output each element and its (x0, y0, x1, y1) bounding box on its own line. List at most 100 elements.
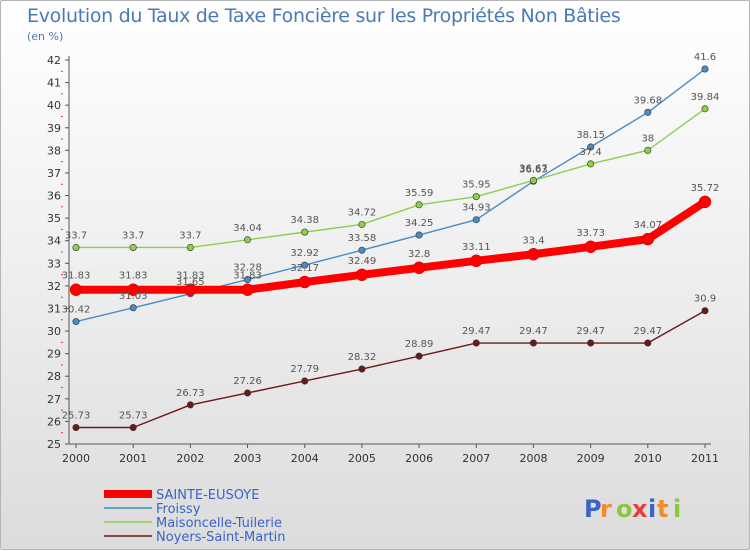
y-tick-label: 27 (47, 393, 61, 406)
data-point (244, 236, 252, 244)
y-tick-label: 35 (47, 212, 61, 225)
data-point (129, 243, 137, 251)
data-point (244, 389, 252, 397)
y-tick-label: 34 (47, 235, 61, 248)
y-tick-label: 41 (47, 77, 61, 90)
x-tick-label: 2009 (577, 452, 605, 465)
data-point (644, 146, 652, 154)
axes: 25 26 27 28 29 30 31 32 33 34 35 36 37 38 39 40 41 42 2000… (47, 54, 719, 465)
data-label: 39.68 (633, 95, 662, 106)
y-tick-label: 33 (47, 257, 61, 270)
data-point (129, 304, 137, 312)
data-point (186, 243, 194, 251)
data-point (701, 105, 709, 113)
logo-letter: t (657, 495, 668, 523)
data-label: 31.83 (233, 271, 262, 282)
legend-label: SAINTE-EUSOYE (156, 488, 259, 503)
logo-letter: i (673, 495, 681, 523)
y-tick-label: 25 (47, 438, 61, 451)
y-tick-label: 40 (47, 99, 61, 112)
data-label: 38.15 (576, 130, 605, 141)
data-label: 29.47 (576, 326, 605, 337)
data-label: 34.07 (633, 220, 662, 231)
y-tick-label: 26 (47, 415, 61, 428)
data-label: 32.17 (290, 263, 319, 274)
data-label: 34.25 (405, 218, 434, 229)
series-lines (69, 65, 712, 432)
legend-label: Maisoncelle-Tuilerie (156, 516, 282, 531)
data-point (472, 339, 480, 347)
data-label: 31.03 (119, 291, 148, 302)
data-point (644, 339, 652, 347)
y-tick-label: 29 (47, 348, 61, 361)
data-label: 27.26 (233, 376, 262, 387)
x-tick-label: 2010 (634, 452, 662, 465)
y-tick-label: 37 (47, 167, 61, 180)
data-label: 32.92 (290, 248, 319, 259)
y-tick-label: 31 (47, 302, 61, 315)
logo-letter: o (616, 495, 633, 523)
data-point (301, 377, 309, 385)
data-label: 30.9 (694, 294, 716, 305)
data-label: 33.7 (122, 230, 144, 241)
data-point (529, 339, 537, 347)
data-point (472, 193, 480, 201)
data-point (126, 283, 140, 296)
data-label: 34.04 (233, 223, 262, 234)
data-label: 25.73 (62, 411, 91, 422)
data-point (184, 283, 197, 296)
x-tick-label: 2008 (519, 452, 547, 465)
logo-letter: r (600, 495, 612, 523)
data-label: 36.63 (519, 164, 548, 175)
data-label: 32.49 (348, 256, 377, 267)
data-point (584, 240, 597, 254)
data-point (298, 275, 311, 289)
data-point (529, 176, 537, 184)
x-tick-label: 2003 (234, 452, 262, 465)
chart-title: Evolution du Taux de Taxe Foncière sur l… (27, 5, 621, 27)
y-tick-label: 42 (47, 54, 61, 67)
data-point (587, 339, 595, 347)
data-point (587, 143, 595, 151)
data-point (472, 216, 480, 224)
data-point (358, 365, 366, 373)
data-point (355, 268, 369, 282)
data-label: 29.47 (462, 326, 491, 337)
data-label: 33.7 (179, 230, 201, 241)
data-point (641, 232, 655, 246)
data-label: 33.4 (522, 235, 544, 246)
legend-label: Noyers-Saint-Martin (156, 530, 286, 545)
y-tick-label: 38 (47, 144, 61, 157)
x-tick-label: 2005 (348, 452, 376, 465)
data-point (241, 283, 254, 296)
data-point (69, 283, 83, 296)
data-label: 36.67 (519, 163, 548, 174)
data-label: 31.83 (176, 271, 205, 282)
data-point (412, 261, 426, 275)
x-tick-label: 2011 (691, 452, 719, 465)
data-label: 33.73 (576, 228, 605, 239)
data-point (470, 254, 483, 268)
data-label: 32.28 (233, 263, 262, 274)
data-label: 29.47 (519, 326, 548, 337)
data-point (415, 201, 423, 209)
data-point (415, 231, 423, 239)
data-labels: 30.42 31.03 31.65 32.28 32.92 33.58 34.25 34.93… (62, 52, 720, 421)
data-label: 35.72 (691, 183, 720, 194)
y-tick-label: 28 (47, 370, 61, 383)
y-tick-label: 32 (47, 280, 61, 293)
data-label: 30.42 (62, 305, 91, 316)
data-point (358, 220, 366, 228)
data-label: 34.38 (290, 215, 319, 226)
data-point (244, 276, 252, 284)
data-point (587, 160, 595, 168)
logo-letter: P (584, 495, 602, 523)
data-label: 29.47 (633, 326, 662, 337)
data-point (698, 195, 712, 209)
data-point (701, 307, 709, 315)
data-label: 31.83 (62, 271, 91, 282)
data-label: 34.93 (462, 203, 491, 214)
legend-label: Froissy (156, 502, 201, 517)
